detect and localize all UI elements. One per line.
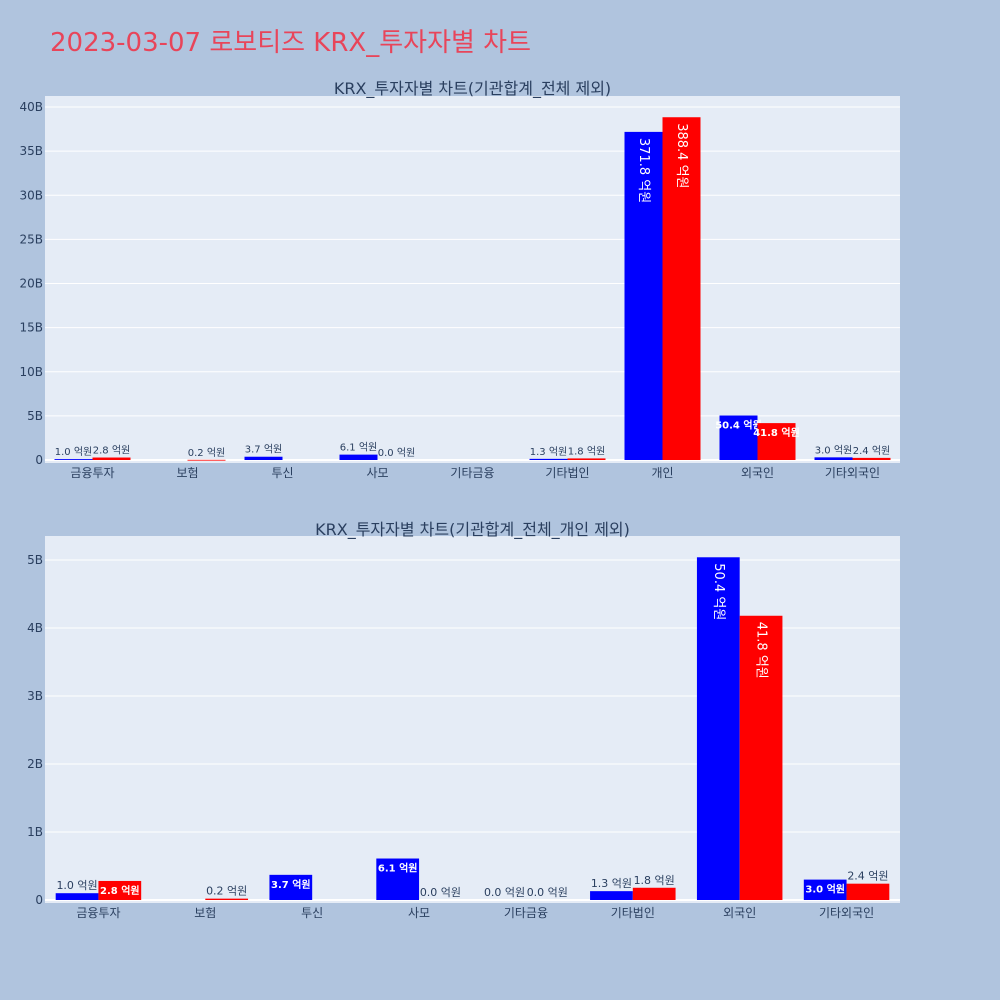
x-tick-label: 보험 (194, 906, 216, 920)
bar[interactable] (662, 117, 701, 460)
bar[interactable] (376, 858, 420, 900)
x-tick-label: 사모 (366, 466, 388, 480)
y-tick-label: 4B (27, 621, 43, 635)
y-tick-label: 0 (35, 893, 43, 907)
x-tick-label: 외국인 (723, 906, 756, 920)
data-label: 2.4 억원 (853, 445, 890, 457)
data-label: 1.3 억원 (591, 877, 632, 890)
bar[interactable] (624, 131, 663, 460)
chart-title-1: KRX_투자자별 차트(기관합계_전체 제외) (334, 79, 611, 99)
x-tick-label: 기타법인 (545, 466, 589, 480)
data-label: 50.4 억원 (715, 419, 762, 432)
page-title: 2023-03-07 로보티즈 KRX_투자자별 차트 (50, 28, 532, 58)
y-tick-label: 30B (19, 188, 43, 202)
x-tick-label: 기타금융 (504, 906, 548, 920)
data-label: 2.4 억원 (847, 870, 888, 883)
x-tick-label: 사모 (408, 906, 430, 920)
y-tick-label: 25B (19, 232, 43, 246)
x-tick-label: 개인 (651, 466, 673, 480)
y-tick-label: 10B (19, 365, 43, 379)
data-label: 3.0 억원 (805, 883, 845, 896)
data-label: 3.0 억원 (815, 444, 852, 456)
y-tick-label: 1B (27, 825, 43, 839)
data-label: 41.8 억원 (754, 622, 769, 679)
bar[interactable] (846, 883, 890, 900)
y-tick-label: 5B (27, 409, 43, 423)
data-label: 1.3 억원 (530, 446, 567, 458)
bar[interactable] (632, 887, 676, 900)
bar[interactable] (98, 880, 142, 900)
y-tick-label: 20B (19, 277, 43, 291)
chart-title-2: KRX_투자자별 차트(기관합계_전체_개인 제외) (315, 520, 630, 540)
data-label: 1.0 억원 (56, 879, 97, 892)
data-label: 0.2 억원 (206, 885, 247, 898)
y-tick-label: 2B (27, 757, 43, 771)
x-tick-label: 외국인 (741, 466, 774, 480)
data-label: 388.4 억원 (674, 123, 689, 188)
data-label: 0.2 억원 (188, 447, 225, 459)
bar[interactable] (757, 423, 796, 460)
bar[interactable] (187, 459, 226, 461)
data-label: 1.0 억원 (55, 446, 92, 458)
data-label: 3.7 억원 (271, 878, 311, 891)
x-tick-label: 기타금융 (450, 466, 494, 480)
x-tick-label: 투신 (271, 466, 293, 480)
y-tick-label: 35B (19, 144, 43, 158)
data-label: 6.1 억원 (378, 862, 418, 875)
data-label: 0.0 억원 (378, 447, 415, 459)
data-label: 50.4 억원 (711, 563, 726, 620)
x-tick-label: 투신 (301, 906, 323, 920)
data-label: 2.8 억원 (93, 445, 130, 457)
bar[interactable] (567, 458, 606, 460)
x-tick-label: 보험 (176, 466, 198, 480)
bar[interactable] (244, 456, 283, 460)
bar[interactable] (590, 891, 633, 900)
bar[interactable] (55, 893, 99, 900)
x-tick-label: 기타외국인 (819, 906, 874, 920)
bar[interactable] (205, 898, 249, 900)
bar[interactable] (92, 457, 131, 460)
x-tick-label: 기타외국인 (825, 466, 880, 480)
bar[interactable] (339, 454, 378, 460)
bar[interactable] (739, 615, 783, 900)
bar[interactable] (529, 458, 568, 460)
data-label: 371.8 억원 (636, 138, 651, 203)
bar[interactable] (696, 557, 740, 900)
bar[interactable] (719, 415, 758, 460)
x-tick-label: 기타법인 (611, 906, 655, 920)
y-tick-label: 5B (27, 553, 43, 567)
bar[interactable] (54, 459, 93, 460)
data-label: 2.8 억원 (100, 884, 140, 897)
y-tick-label: 15B (19, 321, 43, 335)
y-tick-label: 0 (35, 453, 43, 467)
plot-area-1 (45, 96, 900, 463)
data-label: 41.8 억원 (753, 426, 800, 439)
bar[interactable] (814, 457, 853, 460)
y-tick-label: 40B (19, 100, 43, 114)
data-label: 0.0 억원 (420, 886, 461, 899)
data-label: 6.1 억원 (340, 442, 377, 454)
data-label: 0.0 억원 (527, 886, 568, 899)
data-label: 0.0 억원 (484, 886, 525, 899)
data-label: 3.7 억원 (245, 444, 282, 456)
bar[interactable] (803, 879, 847, 900)
x-tick-label: 금융투자 (76, 906, 120, 920)
y-tick-label: 3B (27, 689, 43, 703)
data-label: 1.8 억원 (568, 445, 605, 457)
bar[interactable] (269, 874, 313, 900)
bar[interactable] (852, 457, 891, 460)
data-label: 1.8 억원 (634, 874, 675, 887)
x-tick-label: 금융투자 (70, 466, 114, 480)
